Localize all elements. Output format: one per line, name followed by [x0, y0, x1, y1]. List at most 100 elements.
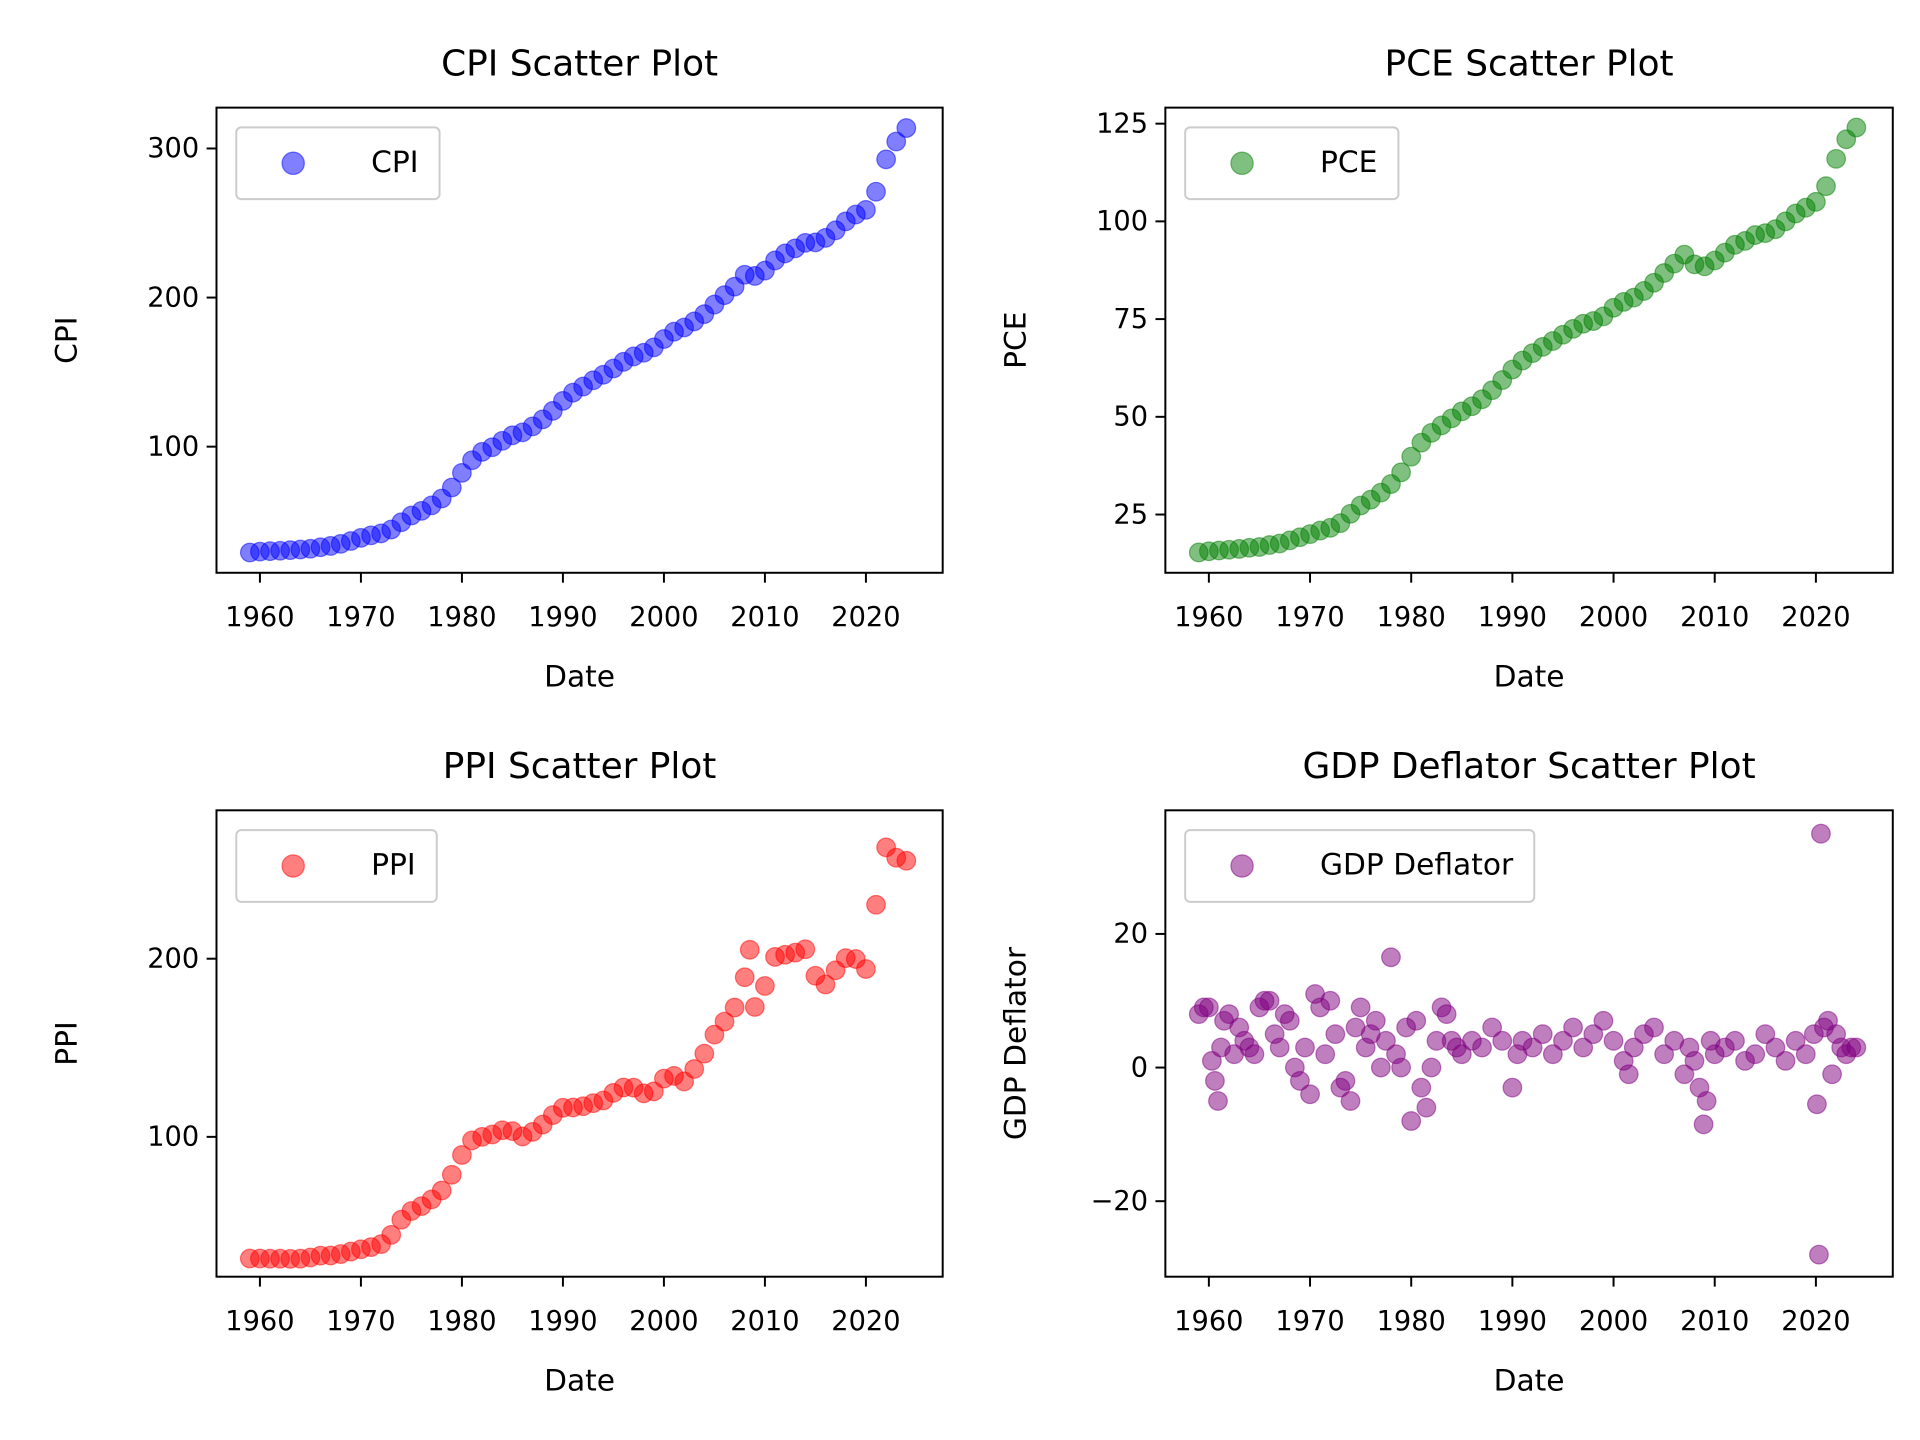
y-axis-label: CPI	[50, 317, 85, 364]
point	[1795, 1044, 1816, 1065]
point	[755, 976, 775, 996]
x-tick-label: 1970	[326, 1306, 395, 1337]
y-tick-label: 25	[1113, 499, 1148, 530]
point	[1583, 1024, 1604, 1045]
point	[441, 477, 462, 498]
legend: PCE	[1184, 126, 1400, 201]
chart-title: CPI Scatter Plot	[441, 44, 718, 85]
point	[866, 894, 886, 915]
point	[1300, 1084, 1320, 1105]
y-tick-label: 50	[1113, 402, 1148, 433]
x-tick-label: 2000	[629, 602, 698, 633]
plot-area	[239, 118, 917, 563]
y-tick-label: 75	[1113, 304, 1148, 335]
point	[1684, 1050, 1705, 1071]
point	[1320, 990, 1341, 1011]
point	[1350, 997, 1371, 1018]
point	[1593, 1010, 1614, 1031]
point	[856, 200, 876, 220]
point	[1765, 1037, 1786, 1058]
point	[1482, 1017, 1503, 1038]
x-tick-label: 2010	[1680, 602, 1749, 633]
point	[1826, 148, 1847, 169]
point	[1696, 1091, 1717, 1111]
x-tick-label: 2010	[730, 1306, 799, 1337]
chart-title: PPI Scatter Plot	[443, 746, 717, 787]
point	[724, 997, 745, 1018]
point	[1674, 1064, 1695, 1085]
point	[1553, 1030, 1573, 1051]
point	[1365, 1010, 1386, 1031]
plot-area	[1188, 117, 1867, 563]
point	[1846, 117, 1867, 138]
point	[1811, 823, 1831, 844]
point	[1809, 1244, 1829, 1265]
point	[795, 939, 816, 960]
point	[714, 1011, 735, 1032]
plot-area	[239, 837, 917, 1269]
y-tick-label: 0	[1131, 1052, 1148, 1083]
y-axis-label: PPI	[50, 1021, 85, 1066]
point	[1219, 1004, 1239, 1025]
legend-label: PCE	[1320, 145, 1377, 180]
x-tick-label: 1960	[225, 1306, 294, 1337]
point	[1205, 1071, 1225, 1091]
point	[1370, 1057, 1391, 1078]
y-tick-label: 20	[1113, 919, 1148, 950]
x-tick-label: 1990	[1478, 602, 1547, 633]
y-axis-label: GDP Deflator	[998, 946, 1033, 1140]
point	[1618, 1064, 1639, 1085]
legend-frame	[1184, 126, 1400, 201]
point	[1785, 1030, 1806, 1051]
legend: GDP Deflator	[1184, 829, 1536, 903]
point	[1259, 990, 1280, 1011]
x-tick-label: 1990	[528, 1306, 597, 1337]
point	[684, 1059, 705, 1079]
legend: CPI	[235, 126, 441, 201]
point	[1654, 1044, 1675, 1065]
point	[1822, 1064, 1842, 1085]
x-tick-label: 1970	[1275, 602, 1344, 633]
x-tick-label: 2000	[1579, 602, 1648, 633]
subplot: PPI Scatter Plot Date PPI 1960 1970 1980 1990 2…	[50, 746, 944, 1398]
legend-marker	[281, 151, 305, 176]
y-tick-label: 100	[147, 1122, 199, 1153]
point	[1532, 1024, 1553, 1045]
plot-area	[1188, 823, 1867, 1265]
axes-frame	[1164, 106, 1894, 574]
point	[1805, 191, 1826, 212]
point	[1411, 1077, 1432, 1098]
legend: PPI	[235, 829, 438, 903]
point	[1295, 1037, 1315, 1058]
legend-marker	[1230, 151, 1254, 176]
legend-label: CPI	[371, 145, 418, 180]
x-tick-label: 1980	[1377, 1306, 1446, 1337]
x-axis-label: Date	[1494, 659, 1565, 694]
point	[1401, 446, 1422, 467]
point	[1502, 1077, 1523, 1098]
point	[1603, 1030, 1624, 1051]
point	[1269, 1037, 1290, 1058]
x-axis-label: Date	[1494, 1363, 1565, 1398]
x-tick-label: 1980	[427, 602, 496, 633]
subplot: GDP Deflator Scatter Plot Date GDP Deflato…	[998, 746, 1894, 1398]
x-axis-label: Date	[544, 1363, 615, 1398]
point	[1451, 1044, 1472, 1065]
point	[1573, 1037, 1594, 1058]
point	[1401, 1111, 1422, 1131]
point	[694, 1043, 715, 1064]
axes-frame	[215, 106, 944, 574]
point	[1406, 1010, 1427, 1031]
legend-frame	[1184, 829, 1536, 903]
point	[1208, 1091, 1228, 1111]
y-axis-label: PCE	[998, 312, 1033, 369]
point	[441, 1164, 462, 1185]
axes-frame	[215, 809, 944, 1278]
point	[1416, 1097, 1437, 1118]
x-tick-label: 1960	[1174, 1306, 1243, 1337]
subplot: PCE Scatter Plot Date PCE 1960 1970 1980 1990 2…	[998, 44, 1894, 694]
point	[1198, 997, 1219, 1018]
x-tick-label: 1960	[225, 602, 294, 633]
x-tick-label: 1990	[528, 602, 597, 633]
